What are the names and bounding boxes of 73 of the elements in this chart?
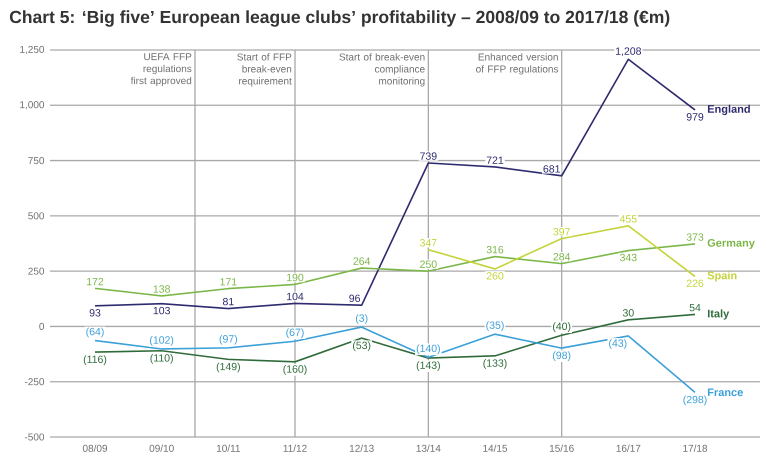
x-tick-label: 09/10	[150, 444, 174, 452]
data-label: 54	[690, 304, 701, 312]
chart-title: Chart 5: ‘Big five’ European league clubs’ profitability – 2008/09 to 2017/18 (€m)	[10, 10, 670, 27]
data-label: 373	[686, 233, 704, 241]
data-label: (160)	[283, 365, 307, 375]
ref-line-label: Enhanced version of FFP regulations	[476, 53, 558, 75]
ref-line-label: Start of FFP break-even requirement	[237, 53, 292, 86]
x-tick-label: 12/13	[350, 444, 374, 452]
y-tick-label: -250	[24, 378, 44, 386]
x-tick-label: 11/12	[284, 444, 307, 452]
data-label: 347	[420, 239, 437, 246]
ref-line-label: Start of break-even compliance monitoring	[339, 53, 425, 87]
data-label: 81	[222, 298, 234, 306]
x-tick-label: 13/14	[416, 444, 441, 452]
x-tick-label: 14/15	[483, 444, 508, 452]
data-label: (298)	[683, 396, 707, 406]
series-label: Spain	[708, 271, 736, 282]
y-tick-label: 250	[28, 268, 44, 275]
data-label: 455	[620, 215, 637, 223]
y-tick-label: 1,250	[20, 46, 44, 54]
data-label: (35)	[486, 321, 504, 331]
data-label: (97)	[220, 334, 238, 345]
series-label: England	[708, 104, 750, 116]
data-label: 250	[420, 260, 437, 268]
data-label: 171	[220, 278, 237, 286]
data-label: (98)	[552, 351, 570, 362]
x-tick-label: 17/18	[683, 444, 708, 452]
data-label: (102)	[150, 336, 174, 346]
x-tick-label: 08/09	[82, 444, 108, 452]
data-label: 190	[287, 274, 304, 282]
data-label: (40)	[552, 322, 570, 332]
y-tick-label: 500	[28, 212, 44, 220]
data-label: (116)	[84, 355, 106, 366]
data-label: 681	[543, 165, 560, 173]
data-label: 93	[90, 309, 100, 316]
data-label: 397	[553, 228, 570, 236]
y-tick-label: -500	[24, 433, 44, 441]
data-label: 103	[154, 306, 170, 314]
series-label: France	[708, 388, 743, 396]
data-label: (143)	[416, 361, 440, 372]
data-label: (3)	[356, 314, 368, 324]
data-label: 739	[420, 152, 437, 160]
data-label: 979	[686, 113, 704, 121]
data-label: (64)	[86, 328, 104, 338]
data-label: (67)	[286, 328, 304, 338]
x-tick-label: 15/16	[550, 444, 574, 452]
annotation: UEFA FFP regulations first approved	[130, 53, 192, 86]
data-label: (53)	[352, 341, 370, 352]
data-label: (110)	[150, 354, 173, 364]
data-label: (43)	[609, 339, 626, 349]
x-tick-label: 16/17	[616, 444, 640, 452]
y-tick-label: 0	[39, 322, 44, 330]
series-label: Italy	[708, 309, 730, 320]
x-tick-label: 10/11	[216, 444, 240, 452]
data-label: (149)	[216, 362, 240, 372]
data-label: 138	[154, 285, 170, 293]
data-label: 316	[486, 246, 504, 254]
data-label: 343	[620, 254, 637, 262]
data-label: (133)	[483, 359, 507, 369]
y-tick-label: 750	[28, 157, 44, 164]
data-label: 96	[349, 294, 360, 302]
series-label: Germany	[708, 238, 755, 249]
data-label: 226	[686, 280, 704, 288]
data-label: 30	[622, 309, 634, 317]
data-label: 721	[486, 156, 504, 164]
y-tick-label: 1,000	[20, 101, 44, 110]
data-label: 284	[553, 252, 570, 260]
data-label: 260	[486, 272, 504, 280]
data-label: 104	[287, 292, 304, 300]
data-label: 1,208	[616, 47, 642, 56]
data-label: 172	[87, 278, 104, 286]
data-label: 264	[353, 257, 370, 265]
data-label: (140)	[416, 344, 440, 354]
